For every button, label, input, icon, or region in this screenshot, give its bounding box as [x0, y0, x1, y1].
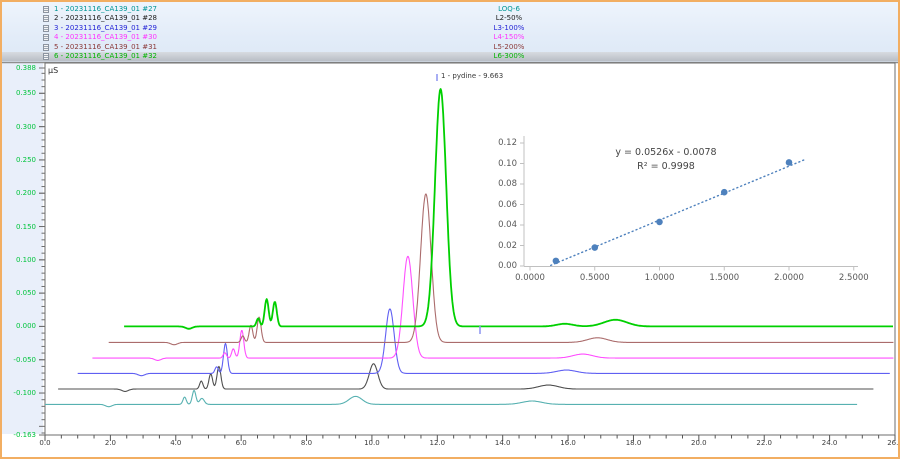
x-tick-label: 4.0	[170, 439, 182, 447]
inset-x-tick-label: 1.0000	[644, 273, 675, 283]
injection-name: 5 - 20231116_CA139_01 #31	[54, 42, 158, 51]
legend-row-5[interactable]: 5 - 20231116_CA139_01 #31 L5-200%	[2, 43, 898, 52]
inset-x-tick-label: 2.0000	[774, 273, 804, 283]
y-axis-margin	[2, 62, 43, 434]
legend-row-4[interactable]: 4 - 20231116_CA139_01 #30 L4-150%	[2, 33, 898, 42]
inset-y-tick-label: 0.12	[498, 138, 517, 148]
y-tick-label: 0.150	[15, 222, 36, 231]
calibration-point-2	[591, 244, 599, 251]
x-tick-label: 14.0	[494, 439, 511, 447]
injection-name: 6 - 20231116_CA139_01 #32	[54, 51, 158, 60]
calibration-point-4	[720, 188, 728, 196]
r-squared-value: R² = 0.9998	[637, 161, 695, 172]
x-tick-label: 6.0	[235, 439, 247, 447]
legend-row-1[interactable]: 1 - 20231116_CA139_01 #27 LOQ-6	[2, 5, 898, 14]
x-tick-label: 12.0	[429, 439, 446, 447]
level-label: LOQ-6	[498, 5, 520, 13]
y-tick-label: 0.300	[15, 122, 36, 131]
calibration-point-1	[552, 257, 560, 265]
y-tick-label: 0.388	[15, 64, 36, 72]
y-tick-label: 0.100	[15, 255, 36, 264]
inset-y-tick-label: 0.08	[498, 179, 517, 189]
x-tick-label: 24.0	[821, 439, 838, 447]
x-tick-label: 2.0	[104, 439, 116, 447]
x-tick-label: 0.0	[39, 439, 51, 447]
inset-y-tick-label: 0.10	[498, 158, 517, 169]
inset-x-tick-label: 1.5000	[709, 273, 740, 283]
x-tick-label: 18.0	[625, 439, 642, 447]
calibration-point-3	[656, 218, 663, 226]
inset-x-tick-label: 0.0000	[515, 273, 545, 283]
chromatogram-trace-2[interactable]	[58, 363, 874, 392]
legend-row-6[interactable]: 6 - 20231116_CA139_01 #32 L6-300%	[2, 51, 898, 62]
level-label: L6-300%	[493, 51, 525, 60]
trendline	[550, 158, 806, 267]
y-tick-label: 0.250	[15, 155, 36, 164]
y-tick-label: 0.050	[15, 289, 36, 298]
calibration-point-5	[785, 159, 793, 166]
level-label: L4-150%	[493, 33, 525, 42]
chromatogram-file-icon	[43, 6, 49, 13]
x-tick-label: 16.0	[560, 439, 576, 447]
chromatogram-file-icon	[43, 24, 49, 32]
injection-name: 4 - 20231116_CA139_01 #30	[54, 33, 158, 42]
chromatogram-trace-4[interactable]	[92, 255, 894, 361]
y-tick-label: -0.163	[13, 431, 36, 439]
peak-annotation-label: 1 - pydine - 9.663	[441, 72, 504, 80]
plot-background	[45, 63, 895, 435]
injection-name: 1 - 20231116_CA139_01 #27	[54, 5, 158, 13]
chromatogram-file-icon	[43, 52, 49, 60]
chromatogram-file-icon	[43, 34, 49, 42]
chromatogram-trace-1[interactable]	[45, 389, 858, 408]
level-label: L5-200%	[493, 42, 525, 51]
x-tick-label: 22.0	[756, 439, 772, 447]
inset-y-tick-label: 0.04	[498, 220, 517, 230]
injection-legend: 1 - 20231116_CA139_01 #27 LOQ-6 2 - 202311…	[2, 2, 898, 62]
y-tick-label: 0.000	[15, 322, 36, 331]
x-tick-label: 8.0	[300, 439, 313, 447]
injection-name: 3 - 20231116_CA139_01 #29	[54, 23, 158, 32]
x-tick-label: 10.0	[364, 439, 380, 447]
level-label: L3-100%	[493, 23, 525, 32]
inset-y-tick-label: 0.06	[498, 199, 517, 210]
y-tick-label: -0.100	[13, 389, 36, 397]
inset-y-tick-label: 0.02	[498, 240, 517, 251]
y-axis-unit-label: µS	[48, 66, 59, 75]
y-tick-label: 0.350	[15, 89, 36, 98]
y-tick-label: 0.200	[15, 189, 36, 198]
inset-y-tick-label: 0.00	[498, 261, 517, 271]
y-tick-label: -0.050	[13, 355, 36, 364]
trendline-equation-block: y = 0.0526x - 0.0078 R² = 0.9998	[566, 146, 766, 174]
chromatogram-trace-3[interactable]	[77, 308, 890, 377]
x-tick-label: 20.0	[691, 439, 707, 447]
plot-frame	[44, 62, 896, 436]
chromatogram-file-icon	[43, 15, 49, 23]
legend-row-2[interactable]: 2 - 20231116_CA139_01 #28 L2-50%	[2, 14, 898, 23]
x-tick-label: 26.0	[887, 439, 899, 447]
level-label: L2-50%	[495, 14, 523, 23]
trendline-equation: y = 0.0526x - 0.0078	[615, 147, 717, 158]
chromatogram-file-icon	[43, 43, 49, 51]
inset-x-tick-label: 2.5000	[838, 273, 869, 283]
injection-name: 2 - 20231116_CA139_01 #28	[54, 14, 158, 23]
legend-row-3[interactable]: 3 - 20231116_CA139_01 #29 L3-100%	[2, 24, 898, 33]
inset-x-tick-label: 0.5000	[579, 273, 610, 283]
